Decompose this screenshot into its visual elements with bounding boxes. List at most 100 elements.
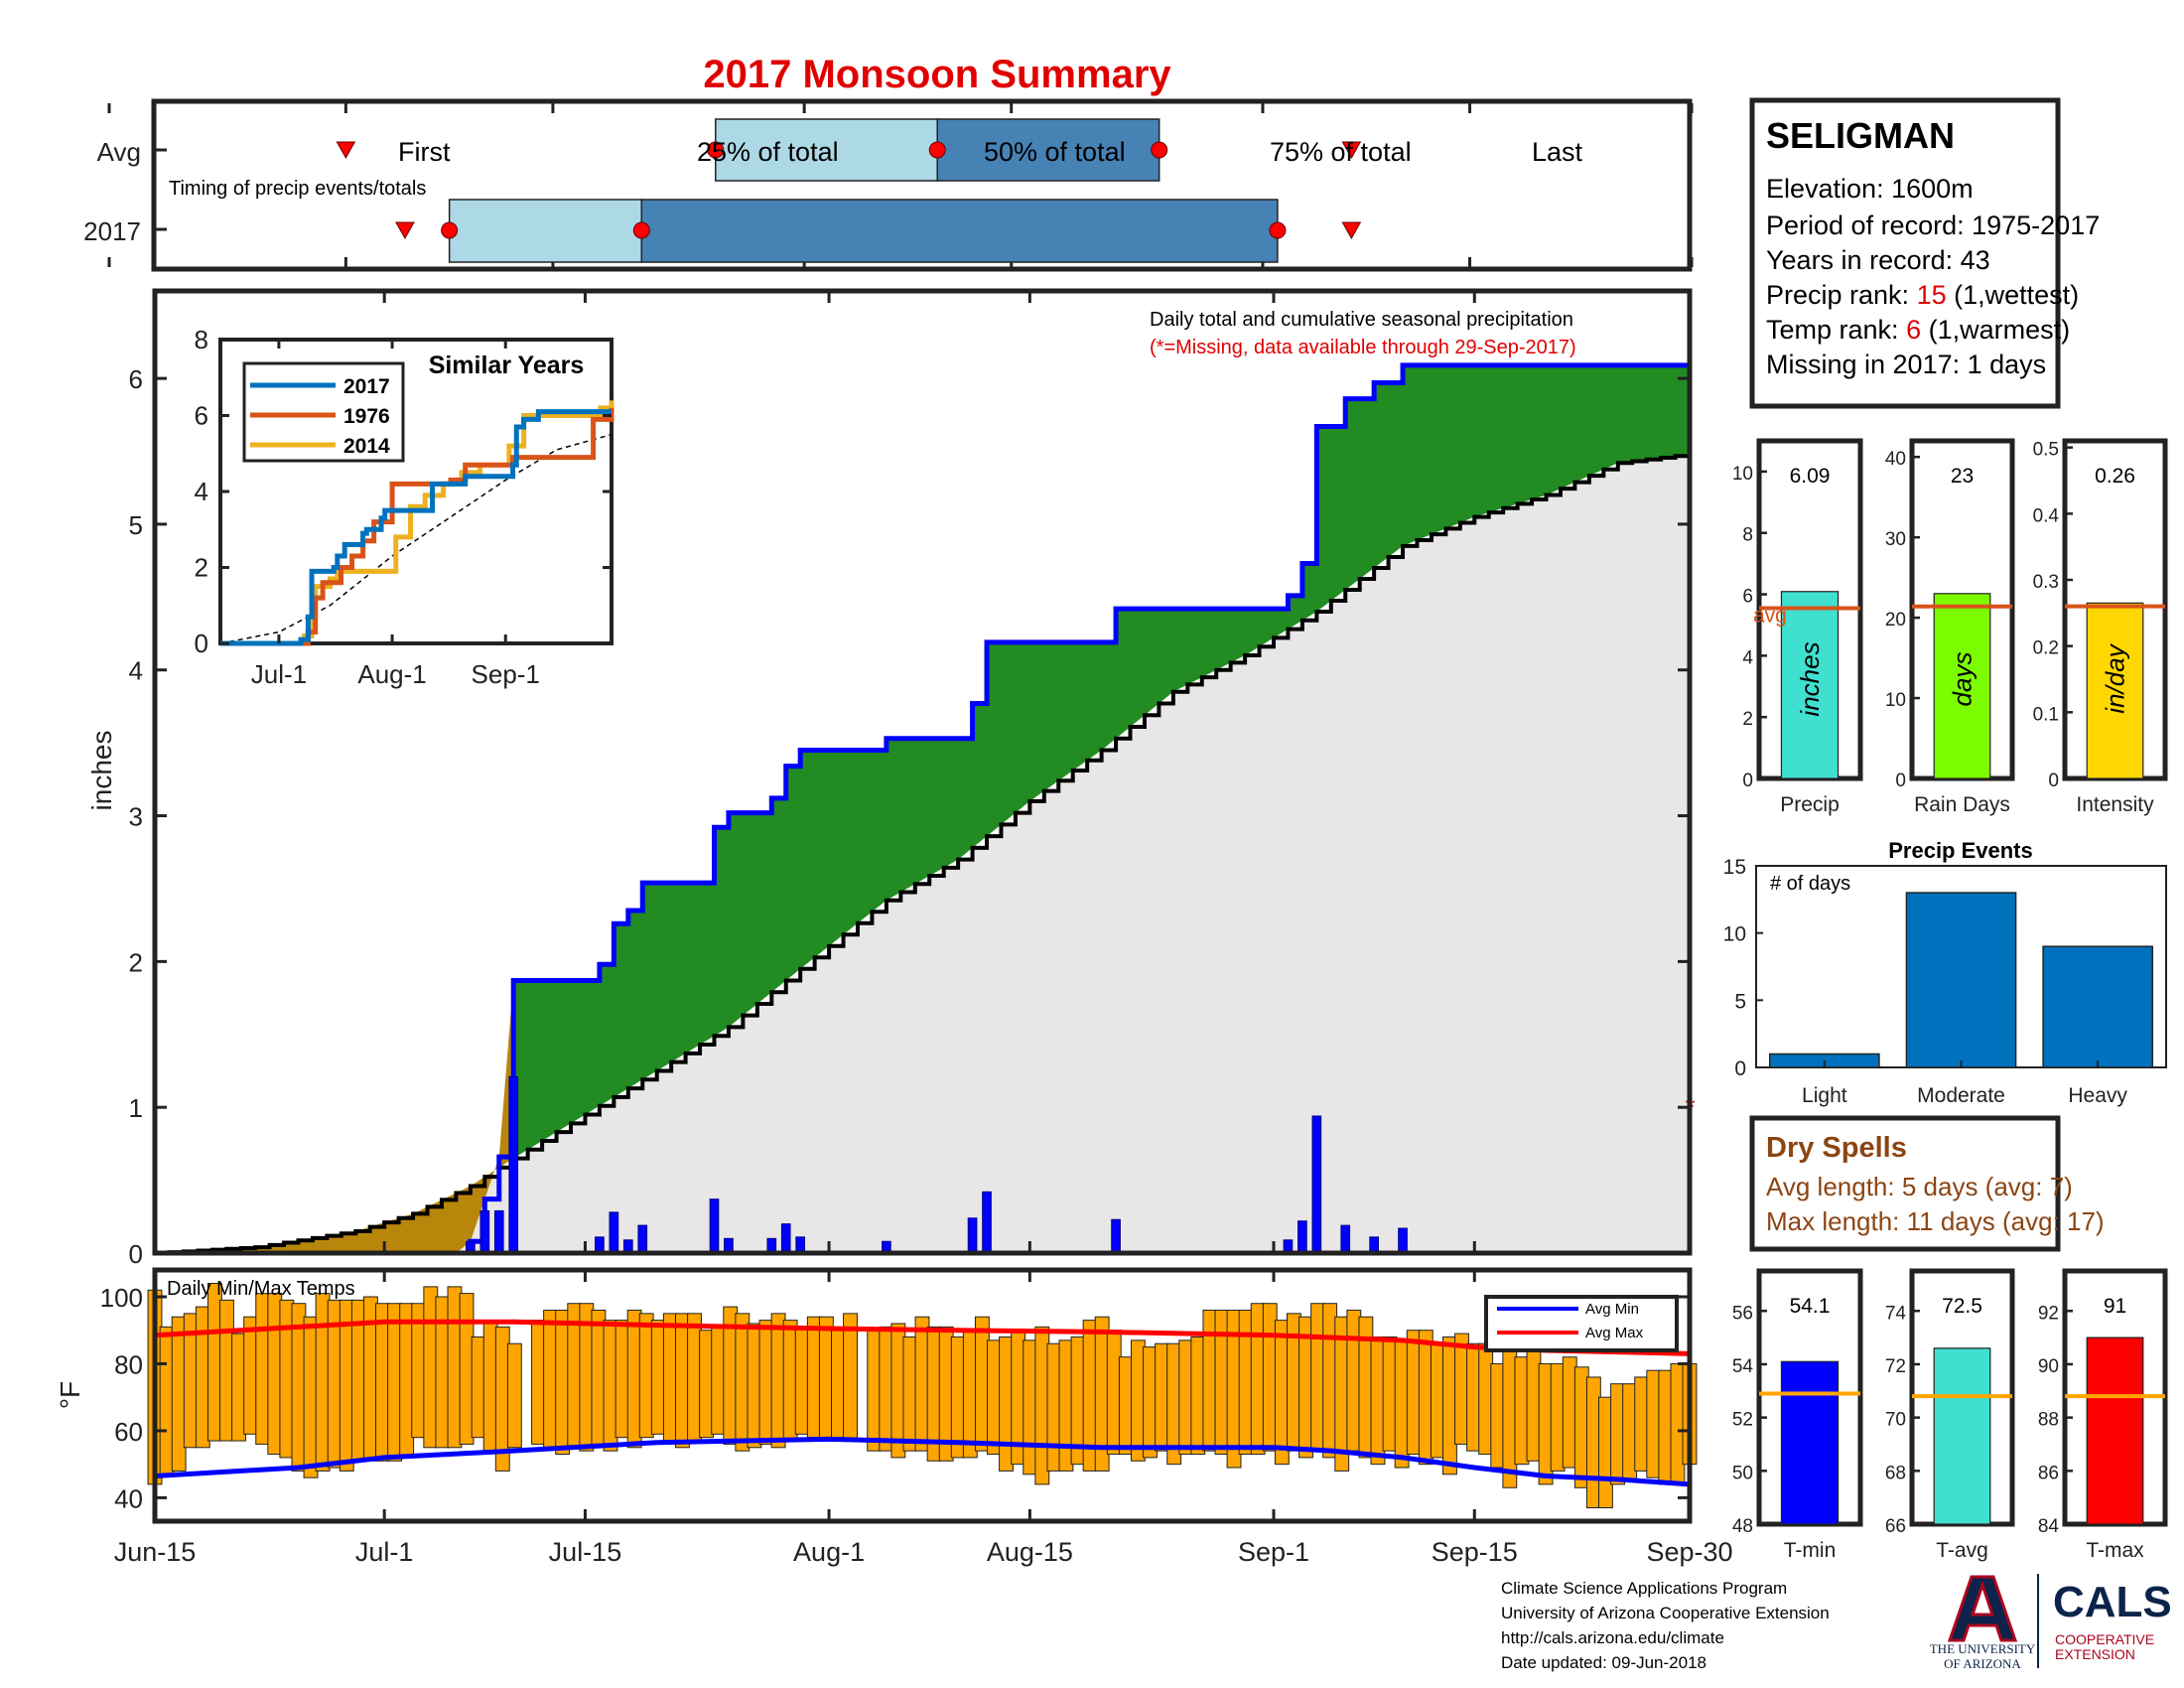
temp-xtick-label: Sep-15 bbox=[1432, 1537, 1518, 1567]
legend-label-1976: 1976 bbox=[343, 405, 390, 428]
cals-logo: CALS COOPERATIVE EXTENSION bbox=[2053, 1578, 2172, 1662]
temp-ytick-label: 80 bbox=[114, 1349, 143, 1379]
daily-precip-bar bbox=[1111, 1218, 1121, 1254]
summary-ytick-label-precip: 8 bbox=[1742, 525, 1753, 546]
summary-ytick-label-tavg: 70 bbox=[1885, 1410, 1906, 1431]
temp-range-bar bbox=[506, 1342, 522, 1449]
summary-inner-label-precip: inches bbox=[1795, 641, 1825, 716]
precip-ytick-label: 3 bbox=[129, 802, 143, 832]
summary-ytick-label-tavg: 66 bbox=[1885, 1516, 1906, 1537]
summary-ytick-label-raindays: 30 bbox=[1885, 529, 1906, 550]
average-cumulative-fill bbox=[155, 454, 1690, 1253]
precip-plot-frame bbox=[152, 288, 1693, 1256]
timing-label-50: 50% of total bbox=[984, 137, 1126, 167]
precip-ytick-label: 4 bbox=[129, 656, 143, 686]
summary-ytick-label-precip: 0 bbox=[1742, 771, 1753, 791]
temp-ytick-label: 40 bbox=[114, 1483, 143, 1513]
temp-xtick-label: Aug-1 bbox=[793, 1537, 865, 1567]
daily-precip-bar bbox=[1297, 1220, 1307, 1254]
dry-spells-max: Max length: 11 days (avg: 17) bbox=[1766, 1206, 2105, 1236]
timing-row-label-avg: Avg bbox=[97, 137, 141, 167]
timing-dot-75-avg bbox=[1151, 141, 1168, 159]
summary-ytick-label-tmax: 92 bbox=[2038, 1303, 2059, 1324]
precip-rank-value: 15 bbox=[1917, 280, 1947, 310]
temp-legend-label-1: Avg Max bbox=[1585, 1325, 1644, 1341]
summary-ytick-label-tmin: 52 bbox=[1732, 1410, 1753, 1431]
summary-label-precip: Precip bbox=[1780, 793, 1840, 816]
station-elevation: Elevation: 1600m bbox=[1766, 174, 1974, 204]
temp-range-bar bbox=[843, 1313, 858, 1442]
summary-value-tmax: 91 bbox=[2104, 1295, 2126, 1318]
summary-bar-tmin bbox=[1780, 1360, 1840, 1525]
precip-events-title: Precip Events bbox=[1888, 838, 2033, 863]
timing-dot-50-avg bbox=[928, 141, 946, 159]
footer-line-1: Climate Science Applications Program bbox=[1501, 1579, 1787, 1598]
summary-ytick-label-tmax: 90 bbox=[2038, 1356, 2059, 1377]
timing-box-lower-2017 bbox=[448, 199, 643, 263]
timing-dot-25-2017 bbox=[441, 221, 459, 239]
footer-line-2: University of Arizona Cooperative Extens… bbox=[1501, 1604, 1830, 1622]
timing-label-25: 25% of total bbox=[697, 137, 839, 167]
precip-ytick-label: 6 bbox=[129, 364, 143, 394]
cals-logo-line-1: COOPERATIVE bbox=[2055, 1631, 2154, 1647]
summary-ytick-label-precip: 2 bbox=[1742, 709, 1753, 730]
daily-precip-bar bbox=[780, 1223, 791, 1254]
dry-spells-title: Dry Spells bbox=[1766, 1132, 1907, 1164]
timing-box-upper-avg bbox=[936, 118, 1160, 182]
timing-caption: Timing of precip events/totals bbox=[169, 178, 426, 200]
event-category-label: Moderate bbox=[1917, 1084, 2005, 1107]
ua-logo-line-2: OF ARIZONA bbox=[1944, 1656, 2021, 1671]
avg-min-temp-line bbox=[154, 1436, 1691, 1487]
summary-label-raindays: Rain Days bbox=[1914, 793, 2010, 816]
similar-years-inset: 0 2 4 6 8 Jul-1 Aug-1 Sep-1 2017 1976 2014 Similar… bbox=[195, 325, 614, 689]
dry-spells-avg: Avg length: 5 days (avg: 7) bbox=[1766, 1172, 2073, 1201]
daily-precip-bar bbox=[493, 1209, 504, 1254]
summary-ytick-label-raindays: 20 bbox=[1885, 610, 1906, 631]
footer-credits: Climate Science Applications Program Uni… bbox=[1501, 1579, 1830, 1672]
temp-xtick-label: Jul-15 bbox=[549, 1537, 622, 1567]
similar-years-line-1976 bbox=[220, 407, 614, 646]
timing-dot-25-avg bbox=[707, 141, 725, 159]
summary-ytick-label-intensity: 0.4 bbox=[2033, 505, 2060, 526]
inset-ytick-label: 8 bbox=[195, 325, 208, 354]
summary-bar-tmax bbox=[2086, 1336, 2144, 1525]
temp-xtick-label: Jun-15 bbox=[114, 1537, 197, 1567]
station-missing: Missing in 2017: 1 days bbox=[1766, 350, 2046, 379]
temp-summary-panels: 54.1 48 50 52 54 56 T-min 72.5 66 68 70 72 74 T-avg 91… bbox=[1732, 1268, 2168, 1562]
inset-xtick-label: Aug-1 bbox=[357, 659, 426, 689]
average-cumulative-line bbox=[155, 454, 1692, 1255]
summary-value-intensity: 0.26 bbox=[2095, 465, 2135, 488]
temp-ytick-label: 100 bbox=[100, 1283, 143, 1313]
dry-spells-box: Dry Spells Avg length: 5 days (avg: 7) M… bbox=[1749, 1115, 2105, 1252]
station-temp-rank: Temp rank: 6 (1,warmest) bbox=[1766, 315, 2070, 345]
cals-logo-line-2: EXTENSION bbox=[2055, 1646, 2135, 1662]
summary-ytick-label-tmin: 54 bbox=[1732, 1356, 1754, 1377]
summary-avg-label-precip: avg bbox=[1753, 604, 1787, 627]
summary-ytick-label-tmax: 88 bbox=[2038, 1410, 2059, 1431]
summary-ytick-label-precip: 4 bbox=[1742, 647, 1753, 668]
summary-ytick-label-tmin: 50 bbox=[1732, 1463, 1753, 1483]
events-ytick-label: 10 bbox=[1723, 923, 1746, 946]
inset-ytick-label: 4 bbox=[195, 477, 208, 506]
summary-inner-label-raindays: days bbox=[1948, 652, 1978, 707]
daily-precip-bar bbox=[1340, 1224, 1351, 1254]
timing-dot-50-2017 bbox=[632, 221, 650, 239]
temp-annotation: Daily Min/Max Temps bbox=[167, 1278, 355, 1300]
summary-ytick-label-precip: 6 bbox=[1742, 587, 1753, 608]
timing-label-first: First bbox=[398, 137, 451, 167]
events-ytick-label: 15 bbox=[1723, 856, 1746, 879]
temp-plot-frame bbox=[152, 1267, 1693, 1524]
temp-ytick-label: 60 bbox=[114, 1417, 143, 1447]
summary-ytick-label-precip: 10 bbox=[1732, 464, 1753, 485]
similar-years-average-line bbox=[219, 433, 613, 644]
event-category-label: Heavy bbox=[2068, 1084, 2127, 1107]
event-bar-moderate bbox=[1905, 892, 2017, 1068]
cumulative-2017-line bbox=[155, 362, 1690, 1256]
station-info-box: SELIGMAN Elevation: 1600m Period of reco… bbox=[1749, 97, 2100, 409]
inset-xtick-label: Jul-1 bbox=[251, 659, 307, 689]
temperature-panel: 40 60 80 100 Jun-15 Jul-1 Jul-15 Aug-1 Aug-15 Sep… bbox=[55, 1267, 1733, 1567]
timing-marker-first-2017 bbox=[395, 221, 415, 240]
station-name: SELIGMAN bbox=[1766, 115, 1955, 156]
summary-ytick-label-raindays: 0 bbox=[1895, 771, 1906, 791]
summary-inner-label-intensity: in/day bbox=[2101, 642, 2130, 713]
